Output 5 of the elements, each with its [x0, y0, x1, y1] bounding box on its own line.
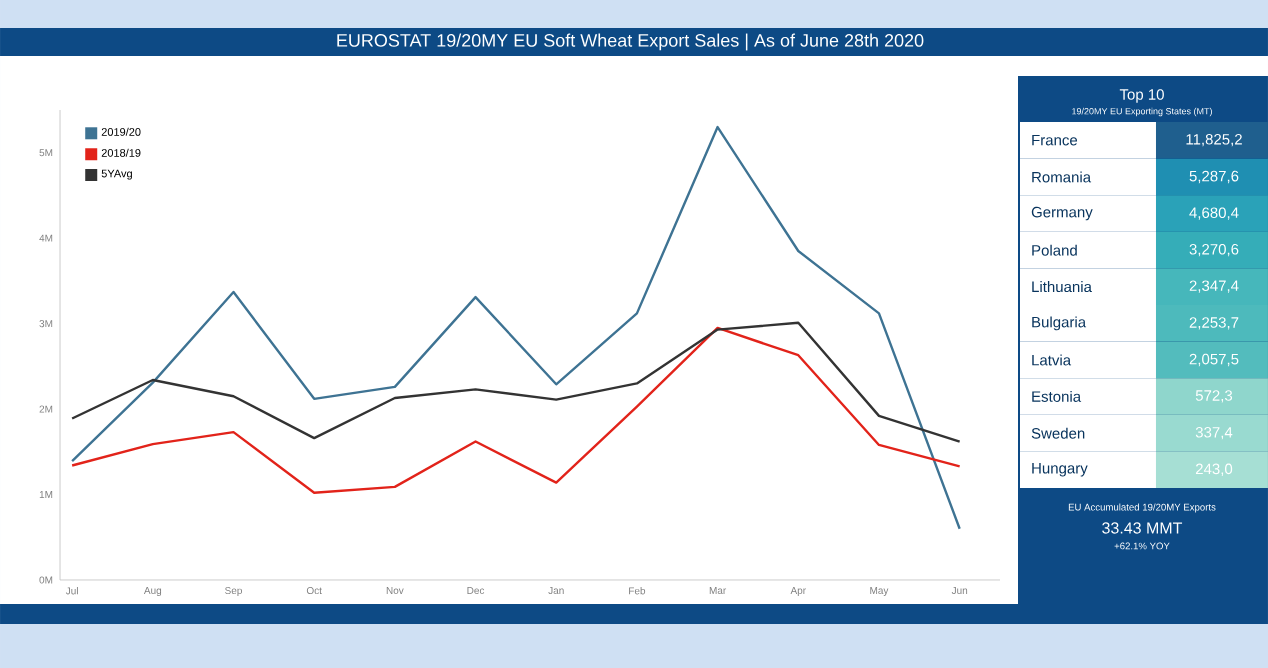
line-series [70, 125, 961, 530]
chart-title: EUROSTAT 19/20MY EU Soft Wheat Export Sales | As of June 28th 2020 [337, 33, 924, 51]
line-series [70, 321, 961, 443]
text: 33.43 MMT [1102, 522, 1183, 534]
line-series [70, 326, 961, 495]
